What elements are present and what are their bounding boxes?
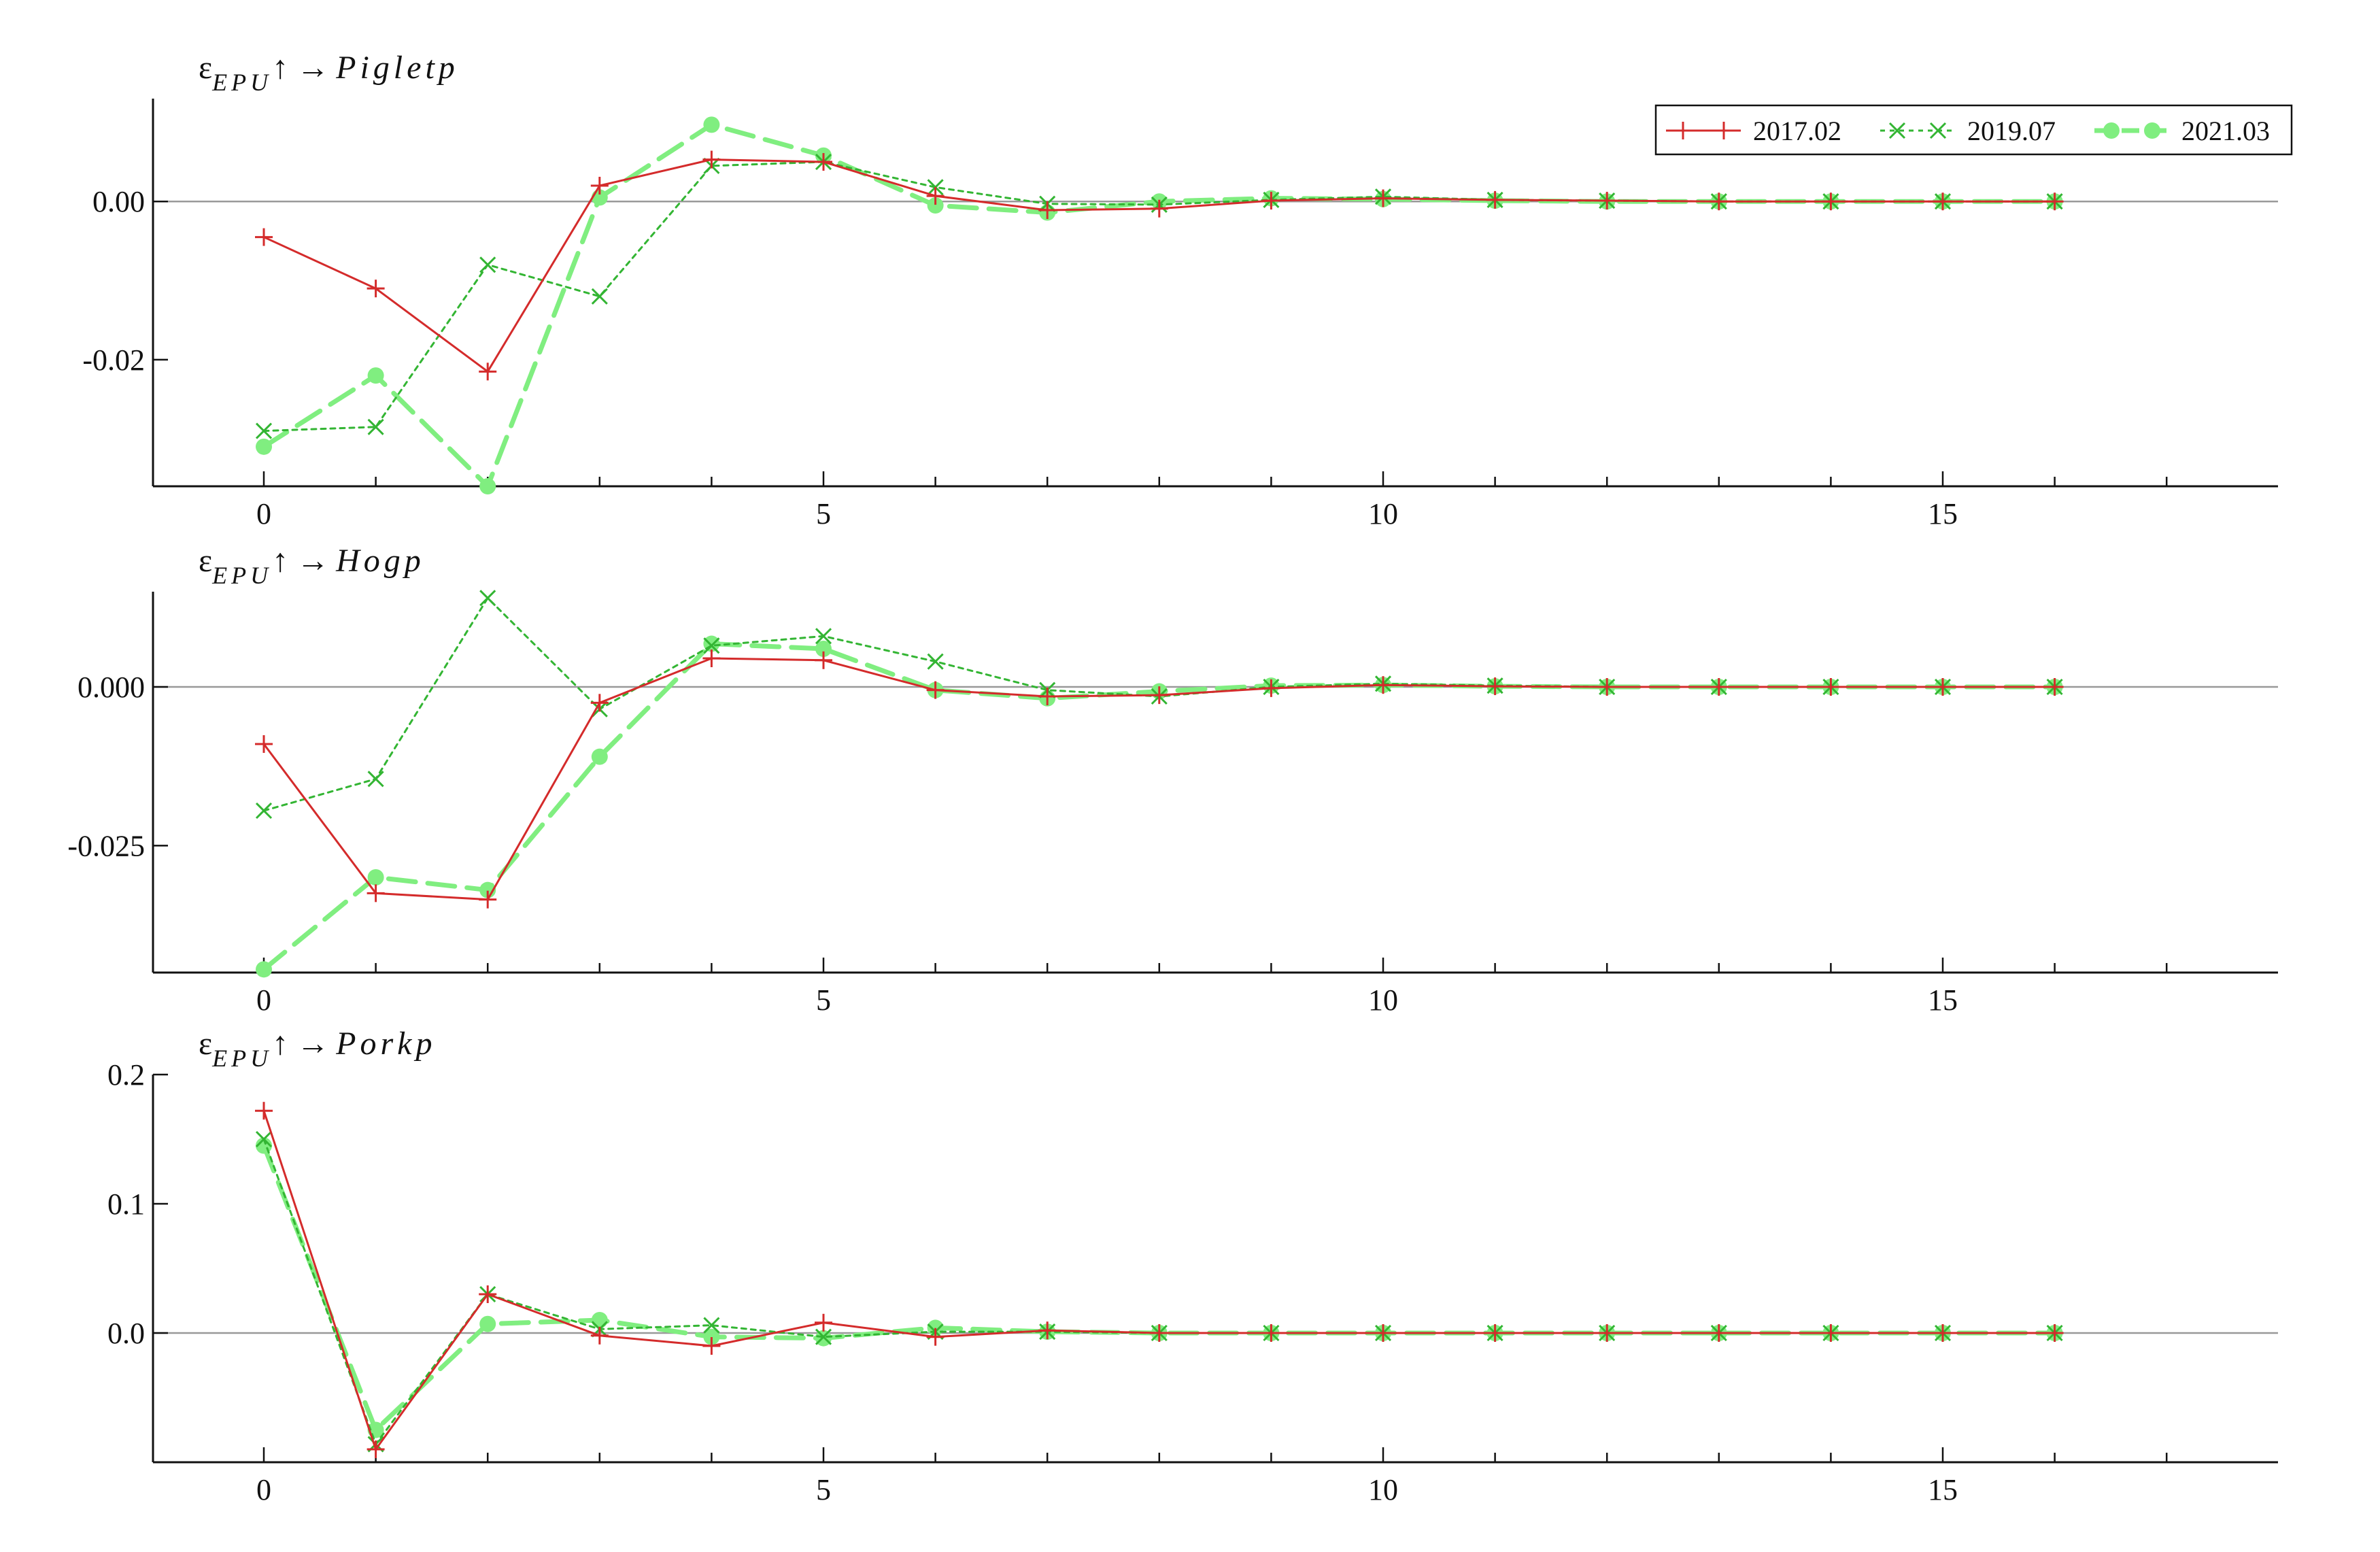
legend-item: 2021.03 xyxy=(2094,116,2270,146)
series-2019-07 xyxy=(255,590,2063,820)
x-marker-b xyxy=(1929,122,1947,139)
series-2021-03 xyxy=(256,1137,2063,1438)
x-marker-b xyxy=(591,288,608,305)
dot-marker xyxy=(2103,122,2120,139)
x-tick-label: 10 xyxy=(1368,983,1398,1017)
panel-title: εEPU↑ → Hogp xyxy=(199,543,425,589)
x-tick-label: 0 xyxy=(256,1473,271,1506)
dot-marker xyxy=(479,1315,496,1332)
legend-label: 2019.07 xyxy=(1967,116,2056,146)
x-marker-b xyxy=(703,1317,720,1334)
x-marker-b xyxy=(367,771,384,788)
series-line xyxy=(261,122,2058,489)
series-2017-02 xyxy=(255,650,2064,909)
dot-marker xyxy=(591,748,608,765)
series-line xyxy=(262,158,2056,373)
legend-item: 2019.07 xyxy=(1880,116,2056,146)
x-marker-b xyxy=(367,418,384,435)
x-tick-label: 0 xyxy=(256,983,271,1017)
x-marker-b xyxy=(815,1328,832,1345)
dot-marker xyxy=(256,438,272,455)
panel-pigletp: 0 5 10 15 0.00 -0.02 εEPU↑ → Pigletp xyxy=(82,50,2278,530)
series-line xyxy=(262,1109,2056,1451)
y-tick-label: 0.1 xyxy=(107,1187,145,1221)
legend-label: 2017.02 xyxy=(1753,116,1841,146)
dot-marker xyxy=(703,116,720,133)
dot-marker xyxy=(367,367,384,384)
series-line xyxy=(261,1143,2058,1432)
panel-title: εEPU↑ → Pigletp xyxy=(199,50,459,96)
title-epsilon: ε xyxy=(199,543,212,579)
y-tick-label: -0.025 xyxy=(67,829,145,862)
title-subscript: EPU xyxy=(211,69,272,96)
dot-marker xyxy=(927,197,944,214)
dot-marker xyxy=(591,1312,608,1328)
x-marker-b xyxy=(815,628,832,645)
x-marker-b xyxy=(703,637,720,654)
panel-title: εEPU↑ → Porkp xyxy=(199,1026,436,1072)
x-tick-label: 0 xyxy=(256,497,271,530)
x-tick-label: 15 xyxy=(1928,497,1958,530)
x-marker-b xyxy=(255,1130,273,1148)
x-marker-b xyxy=(479,590,496,607)
y-tick-label: -0.02 xyxy=(82,343,145,377)
x-tick-label: 15 xyxy=(1928,983,1958,1017)
dot-marker xyxy=(703,1328,720,1345)
legend: 2017.02 2019.07 2021.03 xyxy=(1654,104,2293,156)
y-tick-label: 0.00 xyxy=(92,185,145,218)
y-tick-label: 0.000 xyxy=(78,671,145,704)
dot-marker xyxy=(815,641,832,657)
x-marker-b xyxy=(255,422,273,439)
title-arrow: ↑ → xyxy=(272,1026,329,1062)
title-subscript: EPU xyxy=(211,562,272,589)
series-2017-02 xyxy=(255,150,2064,381)
series-2019-07 xyxy=(255,1130,2063,1453)
dot-marker xyxy=(367,869,384,885)
title-arrow: ↑ → xyxy=(272,50,329,86)
title-target: Hogp xyxy=(335,543,425,579)
x-tick-label: 5 xyxy=(816,1473,831,1506)
title-arrow: ↑ → xyxy=(272,543,329,579)
x-tick-label: 5 xyxy=(816,983,831,1017)
x-tick-label: 10 xyxy=(1368,497,1398,530)
x-marker-b xyxy=(255,802,273,820)
dot-marker xyxy=(2144,122,2160,139)
x-tick-label: 15 xyxy=(1928,1473,1958,1506)
legend-label: 2021.03 xyxy=(2181,116,2270,146)
title-epsilon: ε xyxy=(199,50,212,86)
series-line xyxy=(262,1138,2056,1445)
y-tick-label: 0.0 xyxy=(107,1317,145,1350)
x-tick-label: 5 xyxy=(816,497,831,530)
x-marker-b xyxy=(927,653,944,670)
series-line xyxy=(262,596,2056,812)
title-subscript: EPU xyxy=(211,1045,272,1072)
title-target: Porkp xyxy=(335,1026,436,1062)
title-epsilon: ε xyxy=(199,1026,212,1062)
dot-marker xyxy=(479,478,496,494)
series-2017-02 xyxy=(255,1102,2064,1458)
dot-marker xyxy=(256,961,272,978)
legend-item: 2017.02 xyxy=(1666,116,1841,146)
x-marker-b xyxy=(1888,122,1906,139)
x-marker-b xyxy=(479,256,496,273)
panel-hogp: 0 5 10 15 0.000 -0.025 εEPU↑ → Hogp xyxy=(67,543,2278,1017)
title-target: Pigletp xyxy=(335,50,459,86)
x-tick-label: 10 xyxy=(1368,1473,1398,1506)
panel-porkp: 0 5 10 15 0.2 0.1 0.0 εEPU↑ → Porkp xyxy=(107,1026,2278,1506)
y-tick-label: 0.2 xyxy=(107,1058,145,1092)
legend-box xyxy=(1654,104,2293,156)
